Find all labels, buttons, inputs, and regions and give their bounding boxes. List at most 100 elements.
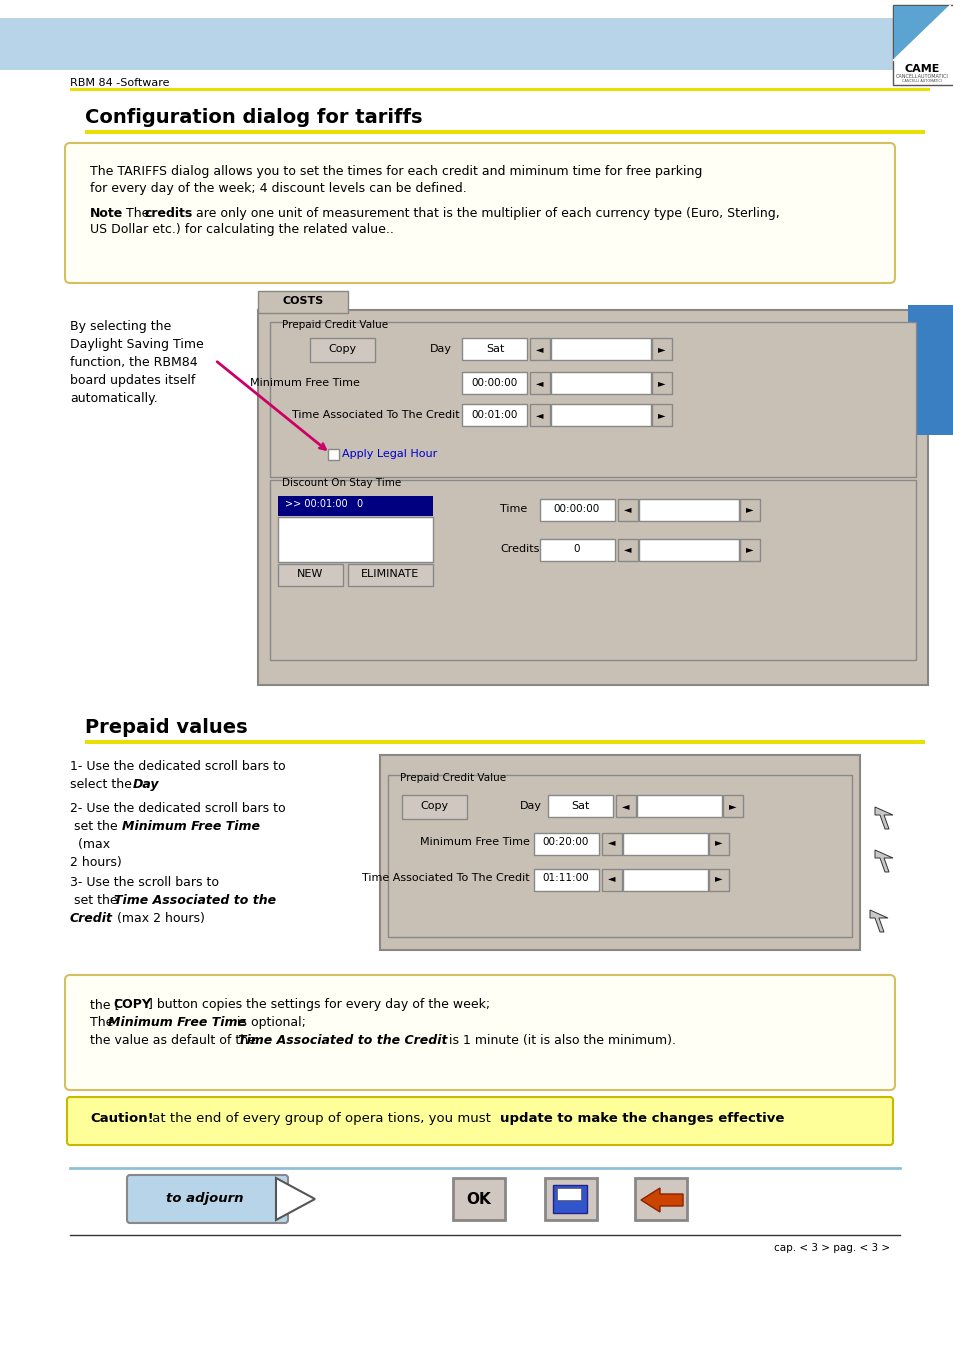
Text: ►: ► xyxy=(658,409,665,420)
Text: is 1 minute (it is also the minimum).: is 1 minute (it is also the minimum). xyxy=(444,1034,676,1047)
Text: Copy: Copy xyxy=(419,801,448,811)
Text: update to make the changes effective: update to make the changes effective xyxy=(499,1112,783,1125)
Text: Minimum Free Time: Minimum Free Time xyxy=(108,1016,246,1029)
Polygon shape xyxy=(874,850,892,871)
Text: 00:01:00: 00:01:00 xyxy=(472,409,517,420)
Bar xyxy=(601,869,621,892)
Text: Time Associated to the: Time Associated to the xyxy=(113,894,275,907)
Polygon shape xyxy=(893,5,949,59)
Text: cap. < 3 > pag. < 3 >: cap. < 3 > pag. < 3 > xyxy=(773,1243,889,1252)
Text: the [: the [ xyxy=(90,998,119,1011)
Text: NEW: NEW xyxy=(296,569,323,580)
Bar xyxy=(534,869,598,892)
Bar xyxy=(70,88,929,91)
Bar xyxy=(401,794,467,819)
Bar xyxy=(544,1178,597,1220)
Text: CANCELLI AUTOMATICI: CANCELLI AUTOMATICI xyxy=(902,78,941,82)
Text: Prepaid Credit Value: Prepaid Credit Value xyxy=(282,320,388,330)
Text: Minimum Free Time: Minimum Free Time xyxy=(122,820,260,834)
Text: ►: ► xyxy=(658,345,665,354)
Bar xyxy=(453,1178,504,1220)
Text: Day: Day xyxy=(132,778,159,790)
Text: Copy: Copy xyxy=(328,345,355,354)
Text: CANCELLAUTOMATICI: CANCELLAUTOMATICI xyxy=(895,74,947,78)
Text: ◄: ◄ xyxy=(623,504,631,513)
Text: ◄: ◄ xyxy=(608,838,615,847)
FancyBboxPatch shape xyxy=(127,1175,288,1223)
Text: Credit: Credit xyxy=(70,912,112,925)
Text: Minimum Free Time: Minimum Free Time xyxy=(250,378,359,388)
Text: ►: ► xyxy=(728,801,736,811)
Text: Apply Legal Hour: Apply Legal Hour xyxy=(341,449,436,459)
Text: automatically.: automatically. xyxy=(70,392,157,405)
Text: ◄: ◄ xyxy=(536,378,543,388)
Bar xyxy=(539,499,615,521)
Bar xyxy=(551,338,650,359)
Text: COSTS: COSTS xyxy=(282,296,323,305)
Text: COPY: COPY xyxy=(112,998,151,1011)
Bar xyxy=(740,499,760,521)
Text: >> 00:01:00   0: >> 00:01:00 0 xyxy=(285,499,363,509)
Bar xyxy=(618,499,638,521)
Text: Credits: Credits xyxy=(499,544,538,554)
Bar xyxy=(637,794,721,817)
Text: to adjourn: to adjourn xyxy=(166,1192,244,1205)
Bar xyxy=(379,755,859,950)
Text: (max 2 hours): (max 2 hours) xyxy=(112,912,205,925)
Text: function, the RBM84: function, the RBM84 xyxy=(70,357,197,369)
Text: Configuration dialog for tariffs: Configuration dialog for tariffs xyxy=(85,108,422,127)
Polygon shape xyxy=(874,807,892,830)
Text: ◄: ◄ xyxy=(536,345,543,354)
Bar xyxy=(257,290,348,313)
Bar xyxy=(85,740,924,744)
Text: Day: Day xyxy=(430,345,452,354)
Text: Prepaid Credit Value: Prepaid Credit Value xyxy=(399,773,506,784)
Text: 01:11:00: 01:11:00 xyxy=(542,873,589,884)
Bar xyxy=(277,563,343,586)
Text: ►: ► xyxy=(715,838,722,847)
Text: ◄: ◄ xyxy=(608,873,615,884)
Text: ELIMINATE: ELIMINATE xyxy=(360,569,418,580)
Bar xyxy=(461,404,526,426)
Text: Sat: Sat xyxy=(570,801,589,811)
Text: are only one unit of measurement that is the multiplier of each currency type (E: are only one unit of measurement that is… xyxy=(192,207,779,220)
Text: ►: ► xyxy=(745,544,753,554)
Polygon shape xyxy=(640,1188,682,1212)
Bar xyxy=(740,539,760,561)
Text: Discount On Stay Time: Discount On Stay Time xyxy=(282,478,401,488)
Text: 3- Use the scroll bars to: 3- Use the scroll bars to xyxy=(70,875,219,889)
Bar xyxy=(551,404,650,426)
Bar xyxy=(892,5,953,85)
Text: By selecting the: By selecting the xyxy=(70,320,172,332)
Text: credits: credits xyxy=(145,207,193,220)
Text: the value as default of the: the value as default of the xyxy=(90,1034,259,1047)
Text: select the: select the xyxy=(70,778,135,790)
Text: ►: ► xyxy=(745,504,753,513)
Text: 00:00:00: 00:00:00 xyxy=(554,504,599,513)
Bar xyxy=(635,1178,686,1220)
Bar xyxy=(277,517,433,562)
Bar xyxy=(547,794,613,817)
Text: at the end of every group of opera tions, you must: at the end of every group of opera tions… xyxy=(148,1112,495,1125)
Bar xyxy=(553,1185,586,1213)
Text: 00:20:00: 00:20:00 xyxy=(542,838,589,847)
Bar xyxy=(348,563,433,586)
Bar xyxy=(708,834,728,855)
Text: ] button copies the settings for every day of the week;: ] button copies the settings for every d… xyxy=(148,998,490,1011)
Text: set the: set the xyxy=(70,820,126,834)
Text: Time: Time xyxy=(499,504,527,513)
Bar xyxy=(601,834,621,855)
Bar xyxy=(907,305,953,435)
Text: Daylight Saving Time: Daylight Saving Time xyxy=(70,338,204,351)
Bar xyxy=(530,404,550,426)
Text: CAME: CAME xyxy=(903,63,939,74)
FancyBboxPatch shape xyxy=(65,143,894,282)
Text: Time Associated to the Credit: Time Associated to the Credit xyxy=(237,1034,447,1047)
Bar xyxy=(85,130,924,134)
Text: RBM 84 -Software: RBM 84 -Software xyxy=(70,78,170,88)
Text: 2 hours): 2 hours) xyxy=(70,857,122,869)
Bar xyxy=(0,18,894,70)
Bar xyxy=(708,869,728,892)
Text: 1- Use the dedicated scroll bars to: 1- Use the dedicated scroll bars to xyxy=(70,761,285,773)
Bar xyxy=(651,404,671,426)
